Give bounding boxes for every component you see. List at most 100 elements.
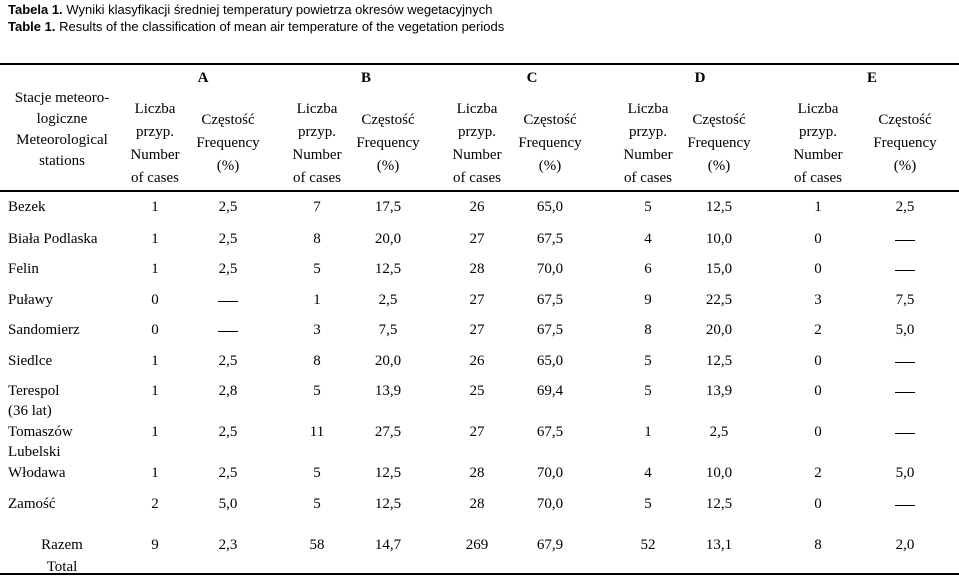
table-cell: 12,5 bbox=[374, 496, 402, 512]
count-header: Liczba bbox=[134, 101, 176, 117]
table-cell: 5,0 bbox=[895, 465, 915, 481]
empty-value-dash bbox=[895, 270, 915, 271]
table-cell: 26 bbox=[469, 199, 485, 215]
count-header: of cases bbox=[794, 170, 842, 186]
station-name: Terespol bbox=[8, 383, 60, 399]
table-cell: 2 bbox=[814, 465, 822, 481]
station-name: Siedlce bbox=[8, 353, 53, 369]
table-cell: 5 bbox=[644, 353, 652, 369]
frequency-header: Frequency bbox=[196, 135, 260, 151]
empty-value-dash bbox=[218, 331, 238, 332]
caption-polish-label: Tabela 1. bbox=[8, 2, 63, 17]
table-cell: 20,0 bbox=[705, 322, 733, 338]
table-header-rule bbox=[0, 190, 959, 192]
table-cell: 269 bbox=[465, 537, 489, 553]
table-cell: 17,5 bbox=[374, 199, 402, 215]
total-label: Total bbox=[46, 559, 78, 575]
table-cell: 2,5 bbox=[218, 465, 238, 481]
count-header: Liczba bbox=[627, 101, 669, 117]
table-cell: 4 bbox=[644, 231, 652, 247]
count-header: przyp. bbox=[136, 124, 174, 140]
count-header: przyp. bbox=[298, 124, 336, 140]
table-cell: 27 bbox=[469, 231, 485, 247]
table-cell: 4 bbox=[644, 465, 652, 481]
count-header: przyp. bbox=[799, 124, 837, 140]
table-cell: 0 bbox=[814, 424, 822, 440]
table-cell: 1 bbox=[814, 199, 822, 215]
table-cell: 2,5 bbox=[218, 199, 238, 215]
table-cell: 7 bbox=[313, 199, 321, 215]
table-cell: 20,0 bbox=[374, 231, 402, 247]
table-cell: 52 bbox=[640, 537, 656, 553]
count-header: Liczba bbox=[797, 101, 839, 117]
frequency-header: Frequency bbox=[687, 135, 751, 151]
empty-value-dash bbox=[218, 301, 238, 302]
table-cell: 2,5 bbox=[218, 353, 238, 369]
table-cell: 0 bbox=[151, 322, 159, 338]
group-label: E bbox=[866, 70, 878, 86]
table-cell: 8 bbox=[814, 537, 822, 553]
group-label: C bbox=[526, 70, 538, 86]
station-name: Włodawa bbox=[8, 465, 66, 481]
table-cell: 27 bbox=[469, 322, 485, 338]
table-cell: 1 bbox=[151, 199, 159, 215]
table-cell: 2,5 bbox=[895, 199, 915, 215]
table-cell: 5 bbox=[644, 199, 652, 215]
table-cell: 12,5 bbox=[705, 353, 733, 369]
count-header: Number bbox=[130, 147, 180, 163]
table-cell: 70,0 bbox=[536, 496, 564, 512]
table-cell: 20,0 bbox=[374, 353, 402, 369]
table-cell: 0 bbox=[151, 292, 159, 308]
frequency-header: (%) bbox=[538, 158, 562, 174]
count-header: Liczba bbox=[296, 101, 338, 117]
table-cell: 25 bbox=[469, 383, 485, 399]
stations-header: Stacje meteoro- bbox=[14, 90, 110, 106]
table-cell: 67,5 bbox=[536, 424, 564, 440]
table-cell: 12,5 bbox=[705, 496, 733, 512]
frequency-header: (%) bbox=[707, 158, 731, 174]
table-cell: 58 bbox=[309, 537, 325, 553]
table-cell: 65,0 bbox=[536, 199, 564, 215]
empty-value-dash bbox=[895, 362, 915, 363]
table-cell: 1 bbox=[151, 231, 159, 247]
empty-value-dash bbox=[895, 392, 915, 393]
count-header: Liczba bbox=[456, 101, 498, 117]
table-cell: 28 bbox=[469, 465, 485, 481]
table-cell: 0 bbox=[814, 261, 822, 277]
count-header: przyp. bbox=[629, 124, 667, 140]
table-cell: 14,7 bbox=[374, 537, 402, 553]
empty-value-dash bbox=[895, 240, 915, 241]
table-cell: 13,1 bbox=[705, 537, 733, 553]
station-name: Zamość bbox=[8, 496, 56, 512]
table-cell: 69,4 bbox=[536, 383, 564, 399]
table-cell: 2,0 bbox=[895, 537, 915, 553]
table-cell: 67,5 bbox=[536, 231, 564, 247]
table-cell: 8 bbox=[644, 322, 652, 338]
table-cell: 13,9 bbox=[374, 383, 402, 399]
table-cell: 5,0 bbox=[218, 496, 238, 512]
count-header: Number bbox=[793, 147, 843, 163]
frequency-header: Częstość bbox=[692, 112, 746, 128]
table-cell: 65,0 bbox=[536, 353, 564, 369]
station-name: Tomaszów bbox=[8, 424, 73, 440]
table-cell: 1 bbox=[151, 261, 159, 277]
table-cell: 9 bbox=[644, 292, 652, 308]
table-cell: 8 bbox=[313, 231, 321, 247]
caption-polish: Tabela 1. Wyniki klasyfikacji średniej t… bbox=[8, 1, 504, 18]
frequency-header: Częstość bbox=[361, 112, 415, 128]
count-header: Number bbox=[623, 147, 673, 163]
caption-polish-title: Wyniki klasyfikacji średniej temperatury… bbox=[66, 2, 493, 17]
table-cell: 5 bbox=[313, 465, 321, 481]
station-name: Lubelski bbox=[8, 444, 61, 460]
table-cell: 22,5 bbox=[705, 292, 733, 308]
table-cell: 1 bbox=[313, 292, 321, 308]
frequency-header: (%) bbox=[376, 158, 400, 174]
total-label: Razem bbox=[41, 537, 83, 553]
frequency-header: (%) bbox=[893, 158, 917, 174]
table-cell: 5 bbox=[644, 383, 652, 399]
count-header: Number bbox=[292, 147, 342, 163]
table-cell: 10,0 bbox=[705, 465, 733, 481]
stations-header: Meteorological bbox=[16, 132, 108, 148]
empty-value-dash bbox=[895, 505, 915, 506]
table-cell: 15,0 bbox=[705, 261, 733, 277]
